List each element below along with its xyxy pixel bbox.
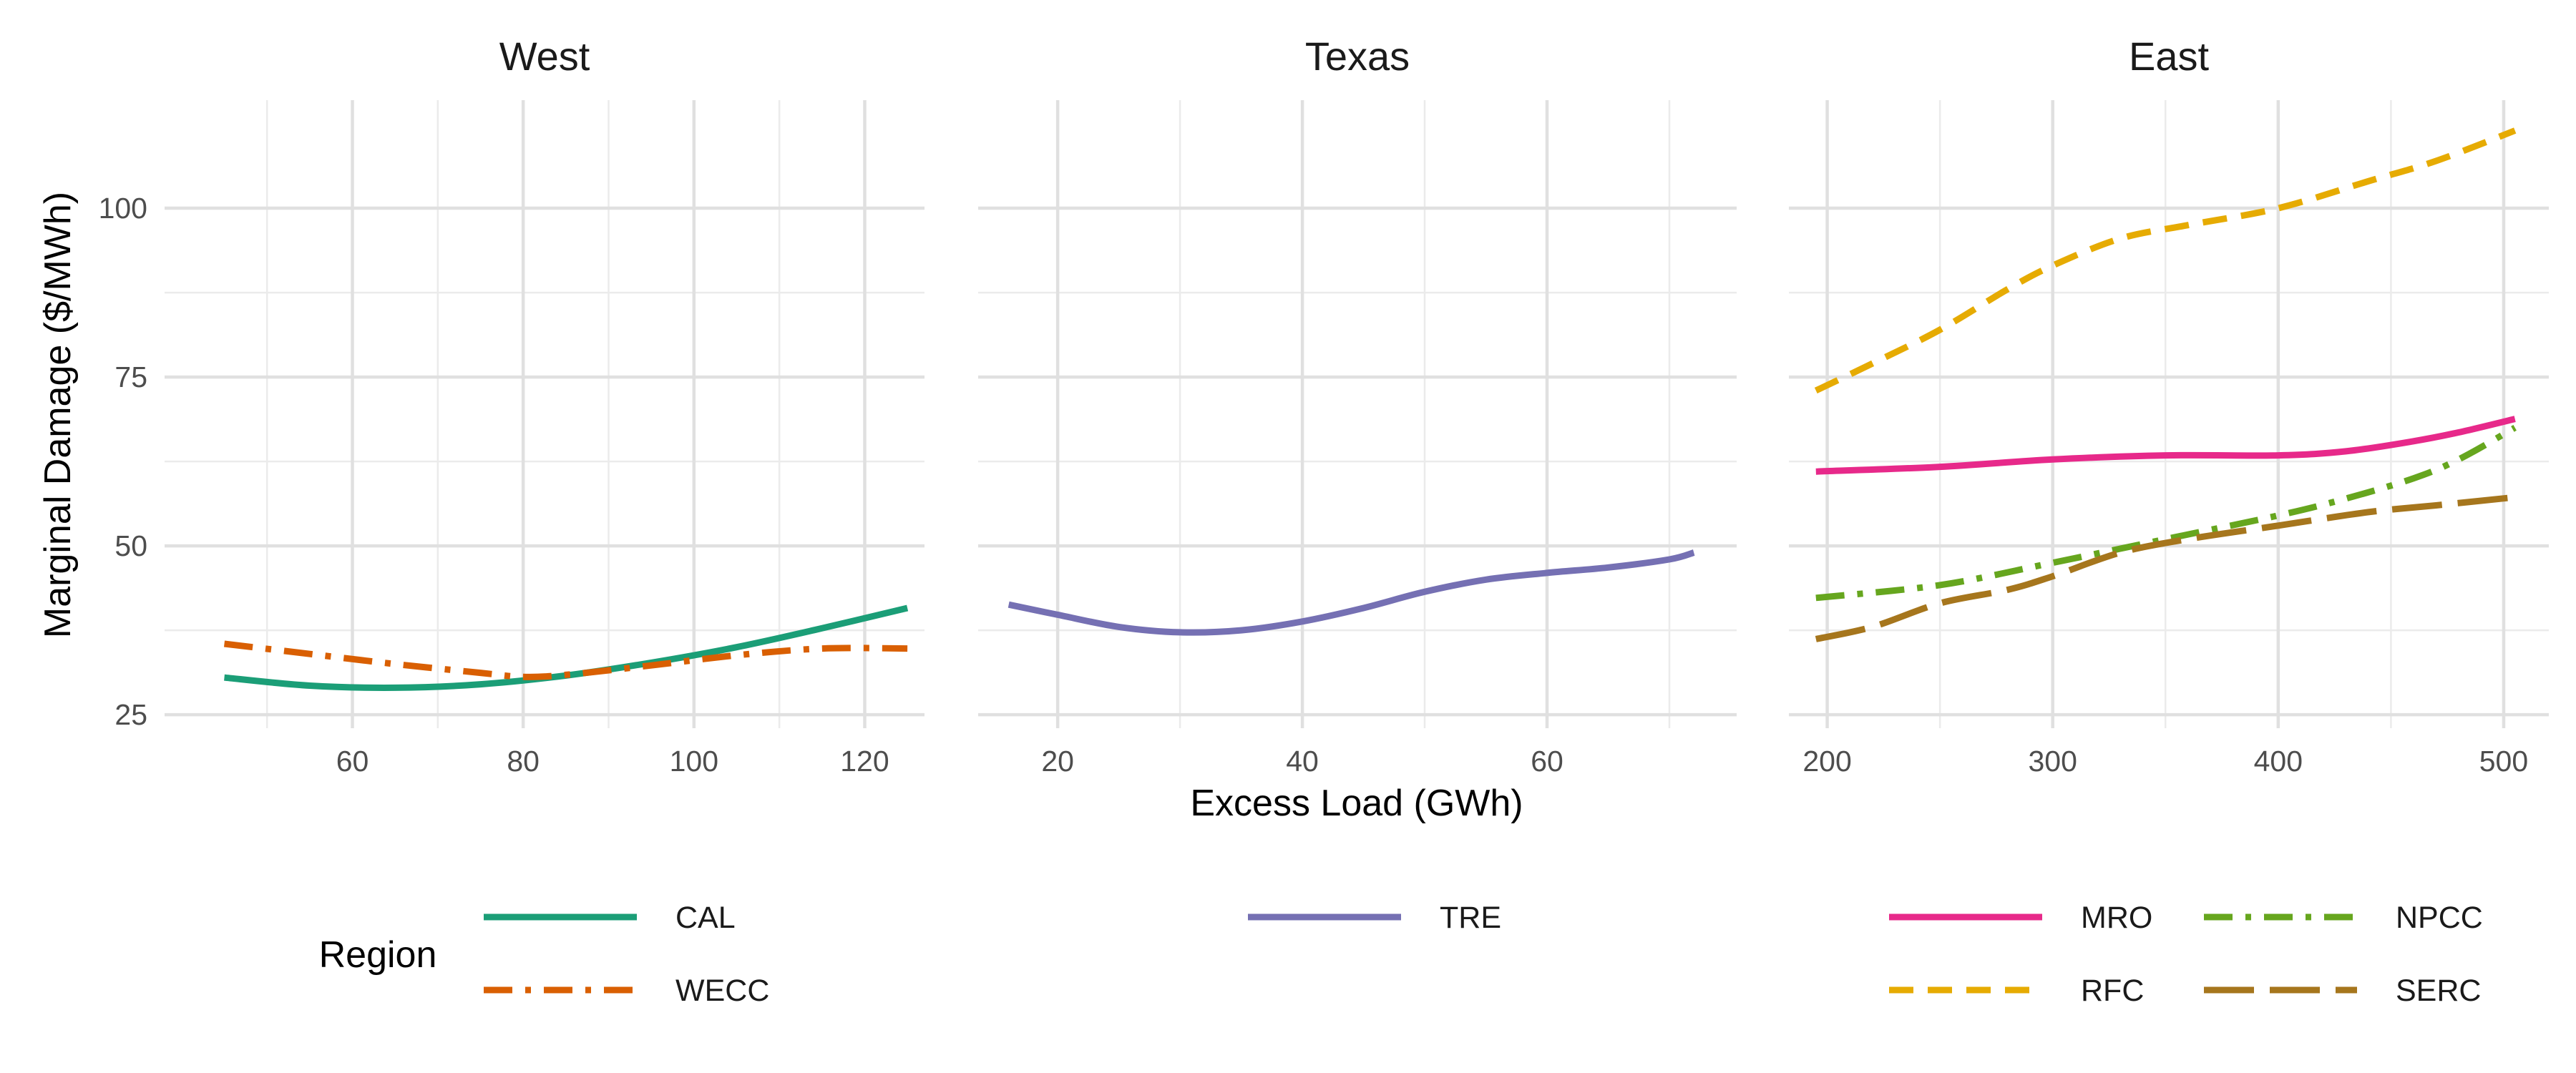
x-tick-label: 500 bbox=[2479, 745, 2528, 778]
series-line-serc bbox=[1815, 494, 2516, 642]
series-line-mro bbox=[1815, 416, 2516, 475]
legend-label: RFC bbox=[2081, 974, 2144, 1008]
y-tick-label: 25 bbox=[114, 698, 147, 731]
x-tick-label: 20 bbox=[1041, 745, 1074, 778]
legend-item-serc: SERC bbox=[2204, 974, 2481, 1008]
panel-texas: Texas 20 40 60 bbox=[978, 34, 1737, 778]
panel-east: East 200 300 400 500 bbox=[1789, 34, 2549, 778]
x-axis-title: Excess Load (GWh) bbox=[1190, 783, 1523, 824]
series-line-tre bbox=[1008, 549, 1695, 636]
x-tick-label: 80 bbox=[507, 745, 540, 778]
series-line-npcc bbox=[1815, 424, 2517, 602]
legend-item-mro: MRO bbox=[1889, 901, 2152, 935]
legend-label: MRO bbox=[2081, 901, 2152, 935]
series-line-rfc bbox=[1814, 127, 2517, 394]
legend-label: NPCC bbox=[2396, 901, 2483, 935]
series-line-wecc bbox=[223, 640, 908, 680]
legend-item-cal: CAL bbox=[484, 901, 736, 935]
y-tick-label: 50 bbox=[114, 529, 147, 562]
legend-item-wecc: WECC bbox=[484, 974, 769, 1008]
y-tick-label: 100 bbox=[99, 192, 147, 225]
panel-west: West 60 80 100 120 25 50 75 100 bbox=[99, 34, 924, 778]
x-tick-label: 400 bbox=[2254, 745, 2303, 778]
legend-label: CAL bbox=[675, 901, 736, 935]
legend-label: TRE bbox=[1440, 901, 1501, 935]
panel-title: East bbox=[2129, 34, 2209, 79]
panel-title: West bbox=[499, 34, 590, 79]
x-tick-label: 300 bbox=[2028, 745, 2077, 778]
legend-item-npcc: NPCC bbox=[2204, 901, 2483, 935]
panel-title: Texas bbox=[1305, 34, 1410, 79]
x-tick-label: 60 bbox=[1531, 745, 1563, 778]
legend: Region CAL WECC TRE MRO NPCC RFC SERC bbox=[319, 901, 2483, 1008]
y-tick-label: 75 bbox=[114, 361, 147, 393]
x-tick-label: 40 bbox=[1286, 745, 1319, 778]
x-tick-label: 60 bbox=[336, 745, 369, 778]
x-tick-label: 100 bbox=[670, 745, 718, 778]
legend-item-rfc: RFC bbox=[1889, 974, 2144, 1008]
legend-label: SERC bbox=[2396, 974, 2481, 1008]
legend-label: WECC bbox=[675, 974, 769, 1008]
y-axis-title: Marginal Damage ($/MWh) bbox=[37, 192, 79, 638]
x-tick-label: 120 bbox=[840, 745, 889, 778]
panels: West 60 80 100 120 25 50 75 100 Texas 20 40 60 East 20… bbox=[99, 34, 2549, 778]
legend-title: Region bbox=[319, 934, 437, 976]
legend-item-tre: TRE bbox=[1248, 901, 1501, 935]
x-tick-label: 200 bbox=[1802, 745, 1851, 778]
